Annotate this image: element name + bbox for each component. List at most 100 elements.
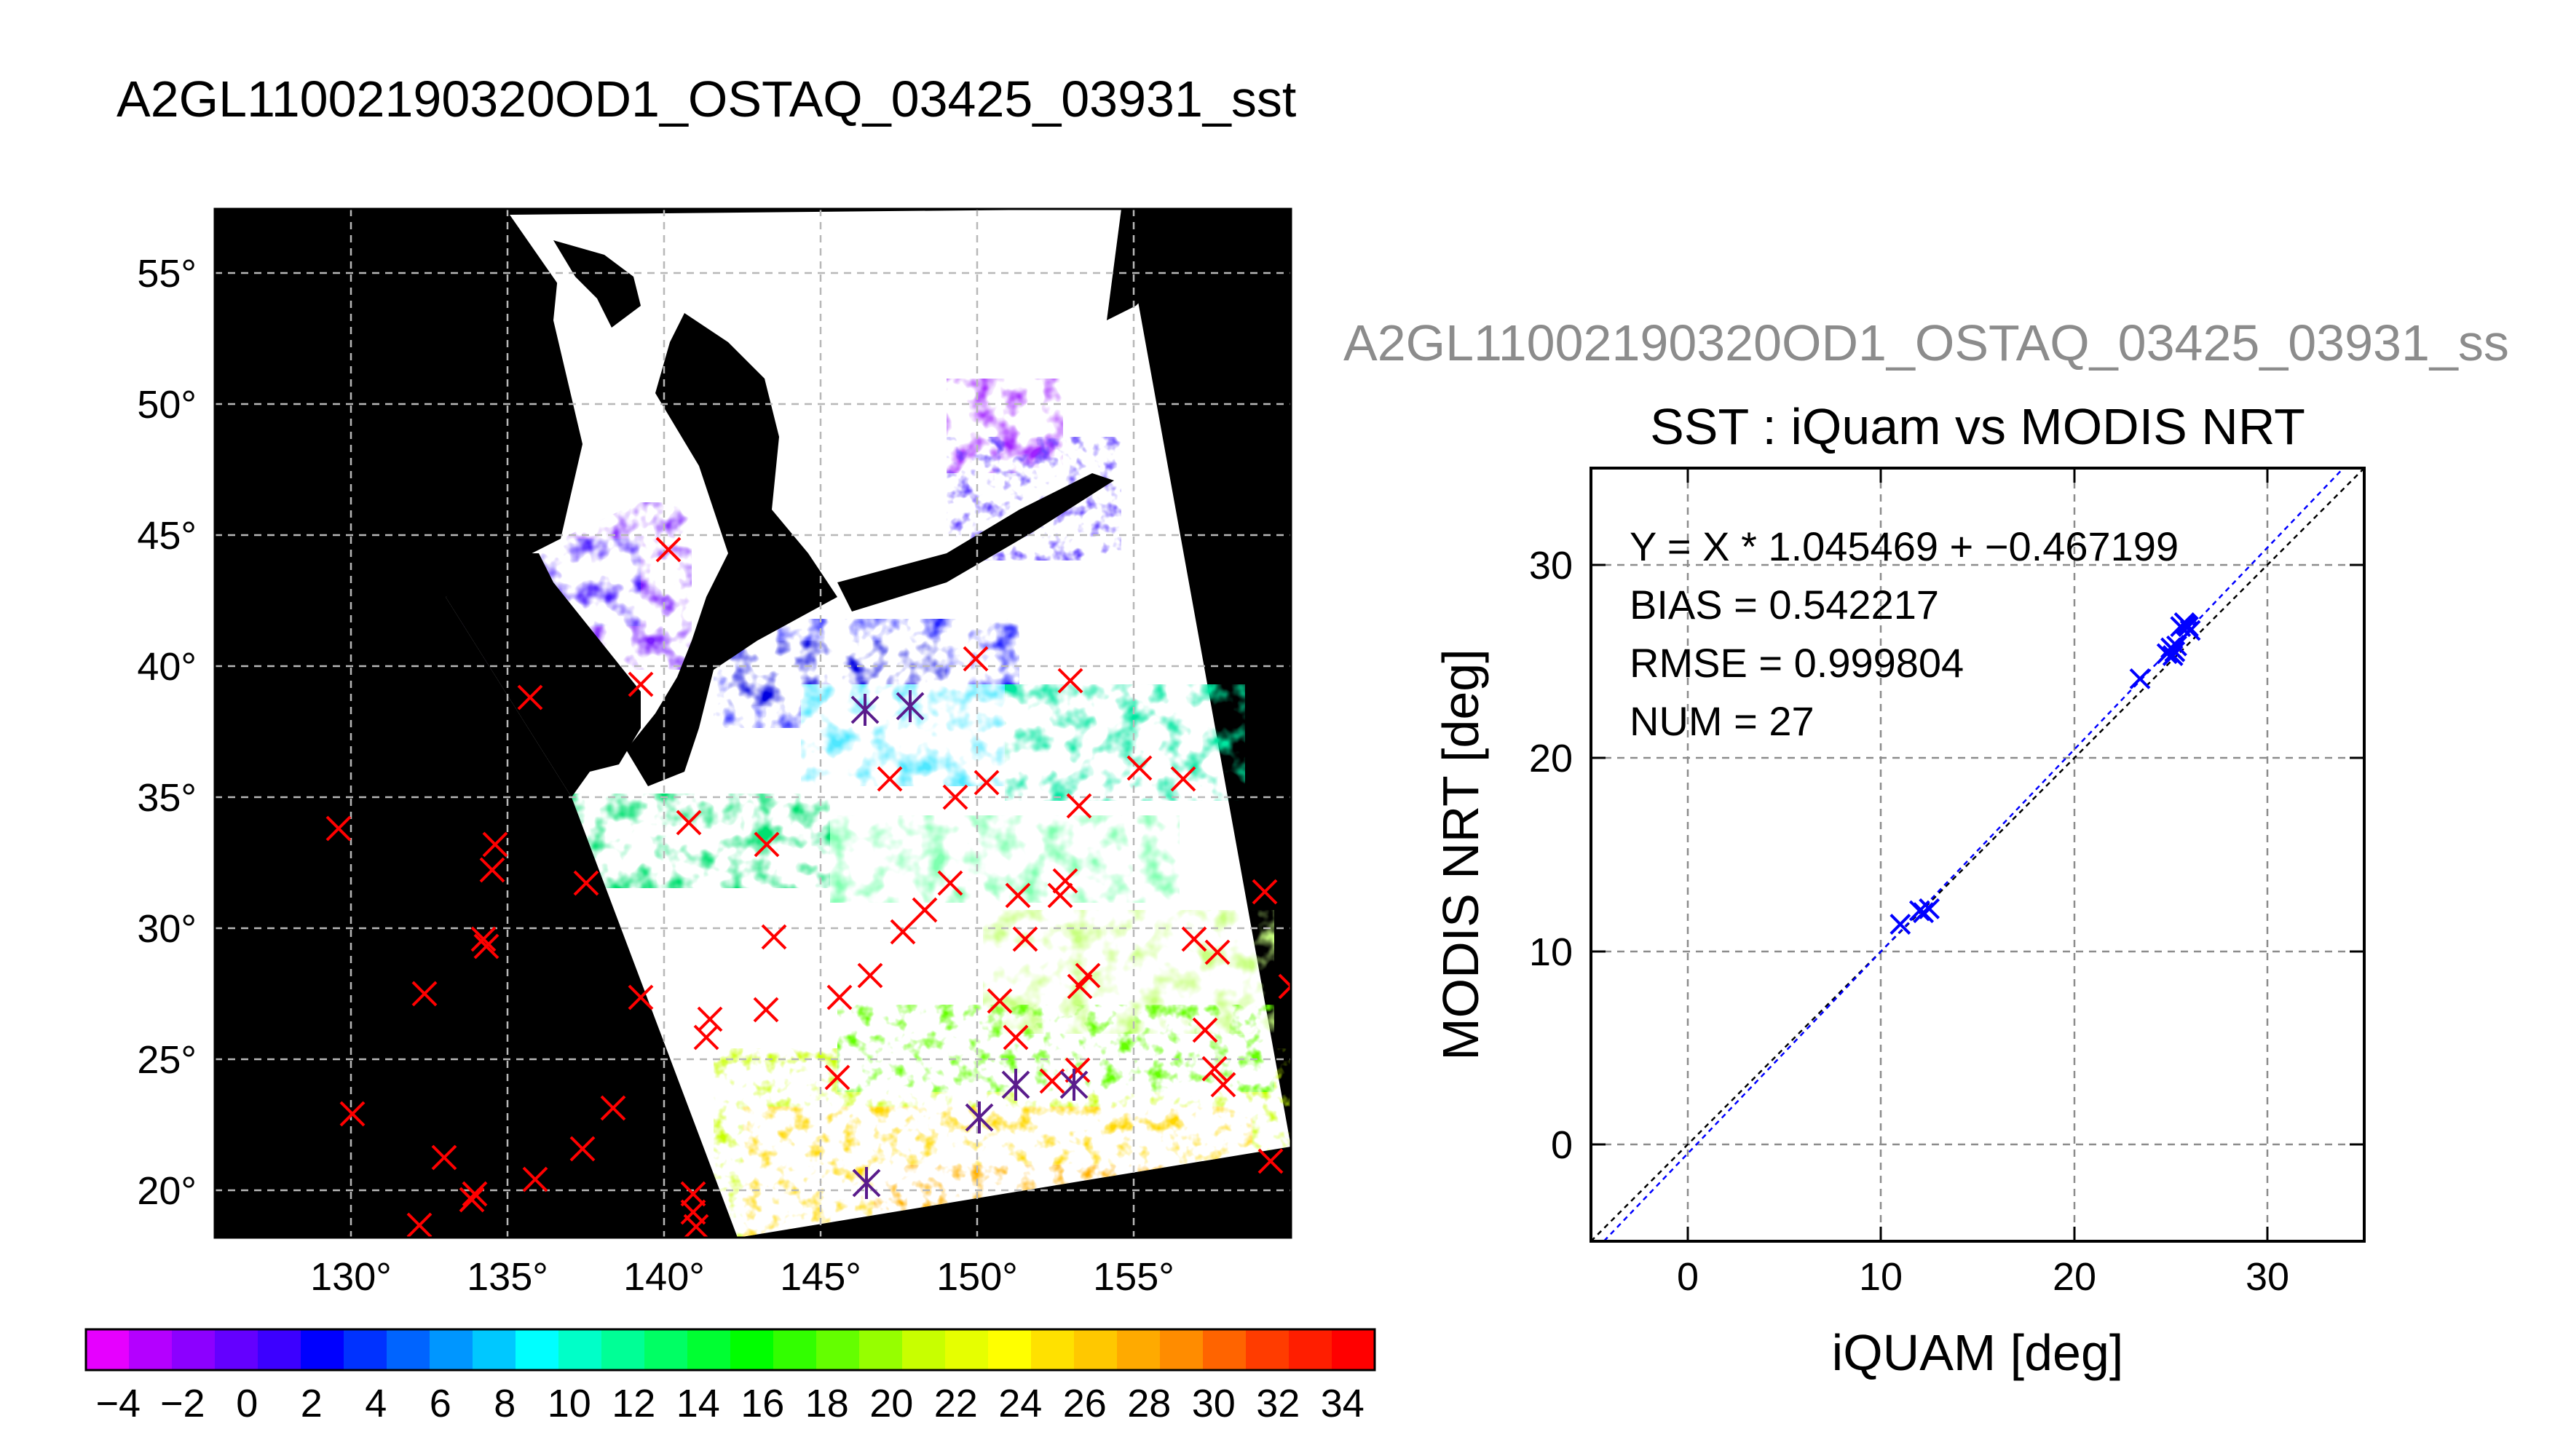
colorbar-cell [859,1329,903,1370]
insitu-marker [655,537,682,563]
y-tick-label: 30 [1529,544,1573,587]
lon-label: 145° [780,1255,861,1299]
x-tick-label: 0 [1677,1255,1699,1299]
insitu-marker [1065,1057,1091,1083]
plot-frame [1590,467,2366,1243]
lon-label: 130° [310,1255,392,1299]
insitu-marker [459,1187,485,1213]
colorbar-tick-label: 24 [998,1382,1042,1425]
plot-ticks [1591,468,2364,1241]
insitu-marker [753,997,779,1023]
insitu-marker-highlight [896,690,925,722]
colorbar-cell [344,1329,387,1370]
colorbar-tick-label: 12 [612,1382,655,1425]
y-axis-label: MODIS NRT [deg] [1432,649,1489,1060]
insitu-marker [479,857,505,883]
land-mask [446,209,1165,797]
insitu-marker [462,1181,488,1207]
colorbar-tick-labels: −4 −2 0 2 4 6 8 10 12 14 16 18 20 22 24 26 28 30 32 34 [95,1382,1364,1425]
insitu-marker [1057,668,1083,694]
insitu-marker [569,1136,596,1162]
insitu-marker [325,815,352,842]
colorbar-cell [215,1329,258,1370]
insitu-marker [406,1212,433,1238]
insitu-marker [470,926,497,952]
colorbar-cell [902,1329,946,1370]
lon-label: 150° [936,1255,1018,1299]
insitu-markers [325,537,1291,1238]
insitu-marker-highlight [1001,1069,1030,1101]
x-axis-label: iQUAM [deg] [1832,1324,2124,1381]
scatter-subtitle: A2GL11002190320OD1_OSTAQ_03425_03931_ss [1343,314,2509,371]
colorbar-cell [1160,1329,1204,1370]
insitu-marker [963,646,989,672]
colorbar-cell [172,1329,216,1370]
insitu-marker [987,988,1013,1014]
colorbar-frame [84,1328,1376,1372]
insitu-marker [1052,868,1078,894]
colorbar-tick-label: 14 [676,1382,720,1425]
colorbar-tick-label: 2 [301,1382,323,1425]
colorbar-cell [473,1329,516,1370]
lat-label: 40° [137,645,197,689]
colorbar-tick-label: −2 [160,1382,205,1425]
insitu-marker [857,962,883,989]
colorbar-tick-label: 18 [805,1382,849,1425]
scatter-point [2166,635,2187,657]
lat-label: 50° [137,383,197,427]
colorbar-cell [644,1329,688,1370]
insitu-marker [1170,766,1196,792]
insitu-marker [1067,973,1093,1000]
colorbar-tick-label: 6 [430,1382,451,1425]
colorbar-cell [601,1329,645,1370]
colorbar-cell [1332,1329,1375,1370]
colorbar-cell [687,1329,731,1370]
insitu-marker [573,870,599,896]
colorbar-tick-label: 8 [494,1382,516,1425]
x-tick-labels: 0 10 20 30 [1677,1255,2289,1299]
lon-labels: 130° 135° 140° 145° 150° 155° [310,1255,1174,1299]
insitu-marker [912,897,938,923]
lat-label: 30° [137,907,197,951]
colorbar-cell [1246,1329,1290,1370]
insitu-marker [473,933,499,960]
insitu-marker [693,1024,719,1051]
insitu-marker [754,831,780,858]
y-tick-labels: 0 10 20 30 [1529,544,1573,1167]
colorbar-tick-label: 30 [1192,1382,1236,1425]
colorbar: −4 −2 0 2 4 6 8 10 12 14 16 18 20 22 24 26 28 30 32 34 [84,1328,1376,1425]
colorbar-tick-label: 26 [1063,1382,1107,1425]
lat-label: 35° [137,776,197,820]
y-tick-label: 20 [1529,737,1573,780]
insitu-marker [942,784,968,810]
lat-label: 20° [137,1169,197,1213]
insitu-marker [1210,1072,1236,1098]
y-tick-label: 0 [1551,1123,1573,1167]
insitu-marker [937,870,963,896]
insitu-marker [1192,1017,1218,1043]
x-tick-label: 30 [2246,1255,2289,1299]
insitu-marker [1005,882,1031,909]
insitu-marker [339,1101,366,1127]
insitu-marker [1278,973,1291,1000]
colorbar-cell [387,1329,430,1370]
colorbar-tick-label: 10 [548,1382,591,1425]
plot-grid [1591,468,2364,1241]
insitu-marker [1066,793,1092,819]
colorbar-cell [1117,1329,1161,1370]
colorbar-tick-label: 20 [869,1382,913,1425]
y-tick-label: 10 [1529,930,1573,974]
colorbar-cell [945,1329,989,1370]
colorbar-cell [86,1329,130,1370]
lon-label: 140° [623,1255,705,1299]
colorbar-cell [730,1329,774,1370]
insitu-marker [522,1166,548,1192]
insitu-marker [683,1214,709,1238]
insitu-marker [1012,926,1038,952]
insitu-marker [680,1181,706,1207]
insitu-marker [1204,939,1231,965]
colorbar-tick-label: 34 [1321,1382,1365,1425]
scatter-points [1889,612,2201,935]
colorbar-cell [558,1329,602,1370]
insitu-marker [1047,882,1073,909]
